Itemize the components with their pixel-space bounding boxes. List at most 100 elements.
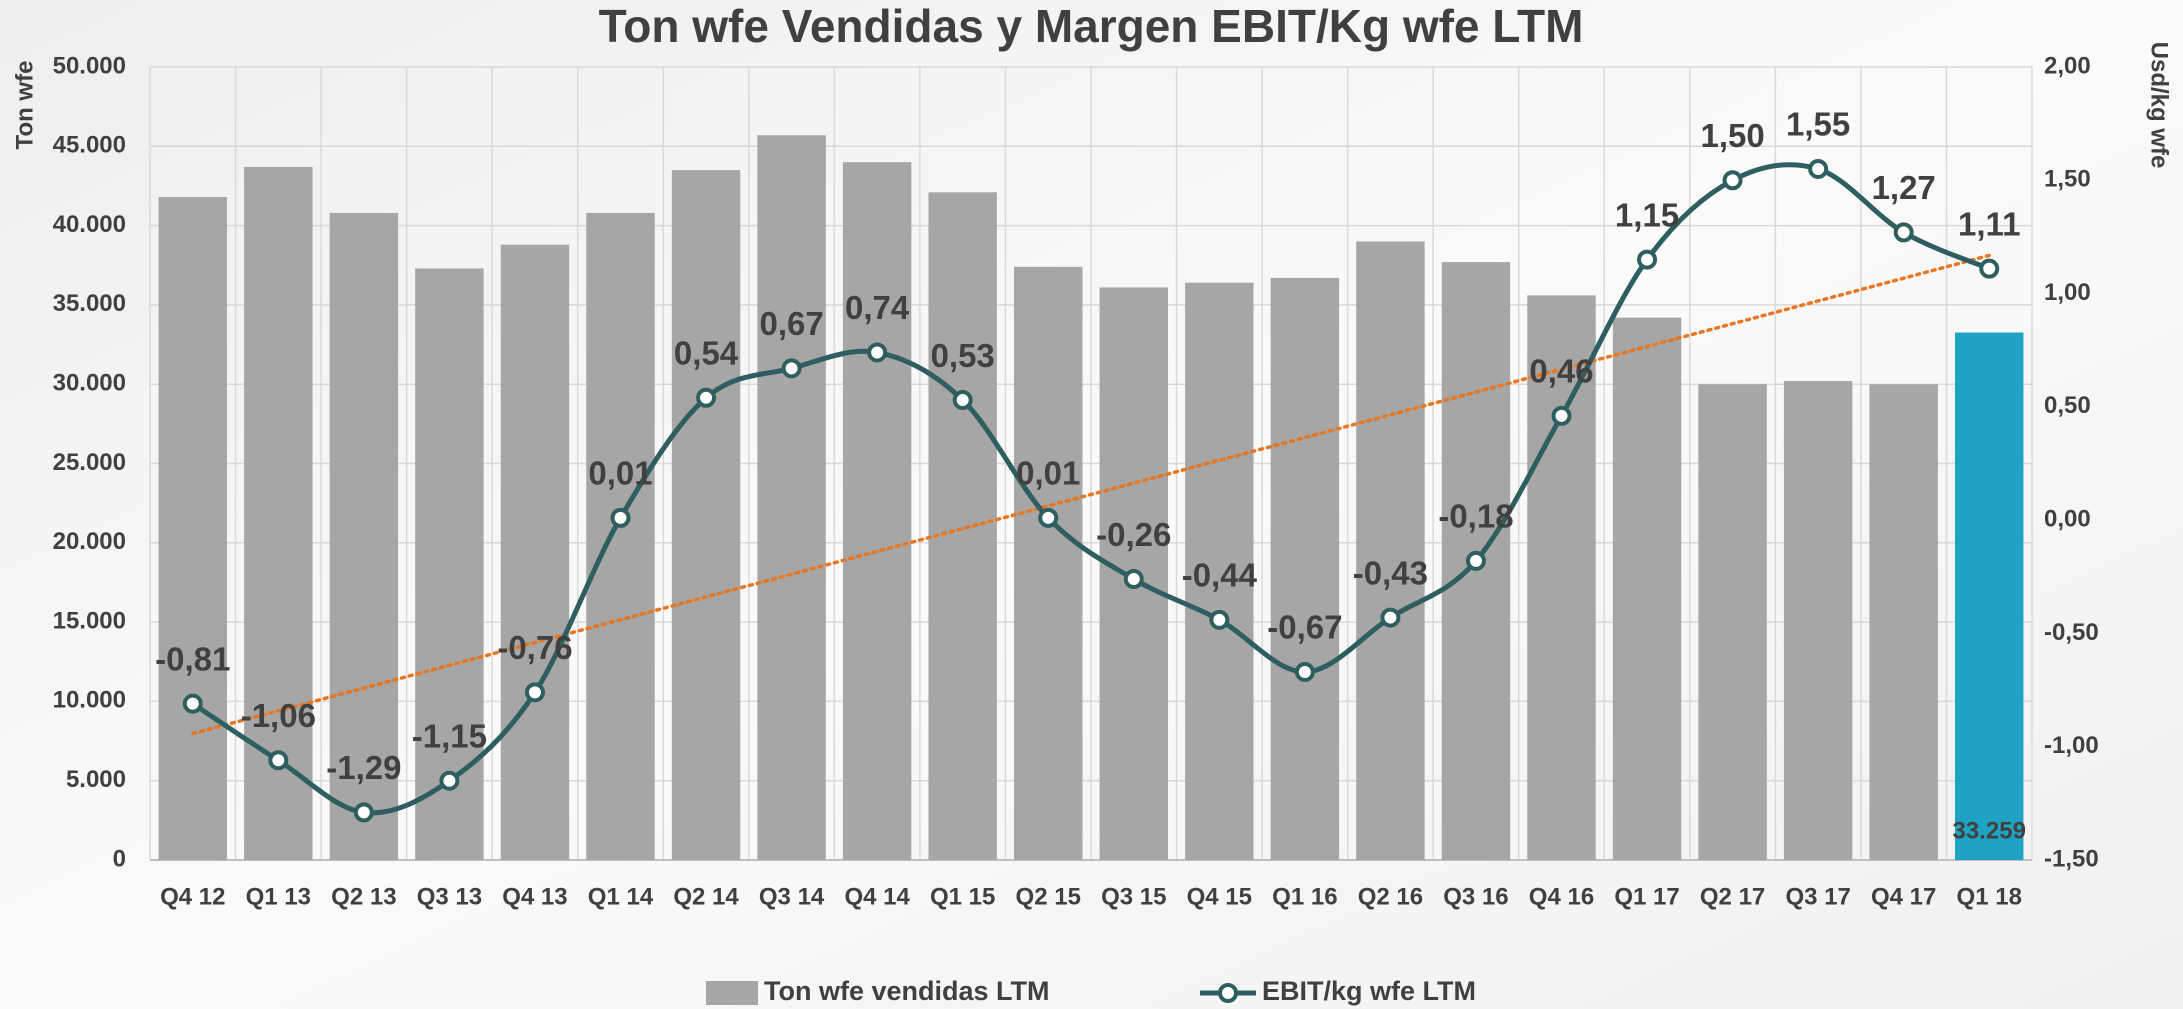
line-data-label: -0,67 (1267, 609, 1342, 646)
x-tick-label: Q4 13 (502, 883, 567, 910)
line-marker (1893, 222, 1914, 243)
line-data-label: -0,44 (1182, 557, 1258, 594)
line-marker (268, 750, 289, 771)
y-tick-label: 35.000 (53, 290, 126, 317)
line-marker (1209, 609, 1230, 630)
bar (1783, 381, 1853, 860)
line-marker (696, 387, 717, 408)
y-tick-label: 30.000 (53, 370, 126, 397)
y-tick-label: 20.000 (53, 528, 126, 555)
line-data-label: -1,29 (326, 749, 401, 786)
line-marker (1465, 550, 1486, 571)
y2-tick-label: -0,50 (2044, 619, 2099, 646)
line-data-label: 1,15 (1615, 196, 1679, 233)
bar (928, 192, 997, 860)
bar (671, 170, 741, 861)
line-marker (1380, 607, 1401, 628)
x-tick-label: Q1 16 (1272, 883, 1337, 910)
line-marker (182, 693, 203, 714)
bar (1270, 277, 1340, 860)
x-tick-label: Q2 15 (1016, 883, 1081, 910)
line-data-label: 1,55 (1786, 106, 1850, 143)
x-tick-label: Q2 17 (1700, 883, 1765, 910)
y2-tick-label: -1,00 (2044, 732, 2099, 759)
line-data-label: -0,81 (155, 640, 230, 677)
line-marker (1722, 170, 1743, 191)
line-data-label: -1,06 (241, 697, 316, 734)
y-axis-label: Ton wfe (11, 61, 38, 150)
line-marker (1038, 507, 1059, 528)
line-marker (1979, 258, 2000, 279)
bar (158, 197, 227, 860)
bar (1955, 332, 2024, 860)
x-tick-label: Q4 14 (844, 883, 910, 910)
bar (1014, 266, 1083, 860)
y-tick-label: 5.000 (66, 766, 126, 793)
line-marker (439, 770, 460, 791)
line-data-label: 0,53 (931, 337, 995, 374)
y2-tick-label: 0,50 (2044, 392, 2091, 419)
bar (500, 244, 570, 860)
y-tick-label: 40.000 (53, 211, 126, 238)
y2-axis-label: Usd/kg wfe (2146, 42, 2173, 169)
bar (1698, 384, 1767, 860)
line-marker (867, 342, 888, 363)
legend-label: Ton wfe vendidas LTM (764, 976, 1050, 1006)
bar (1185, 282, 1254, 860)
chart-title: Ton wfe Vendidas y Margen EBIT/Kg wfe LT… (599, 0, 1584, 52)
x-tick-label: Q4 12 (160, 883, 225, 910)
x-tick-label: Q2 13 (331, 883, 396, 910)
line-marker (1637, 249, 1658, 270)
line-data-label: -0,18 (1438, 498, 1513, 535)
x-tick-label: Q2 14 (673, 883, 739, 910)
bar (757, 135, 826, 860)
trendline (191, 253, 1991, 736)
line-marker (1123, 569, 1144, 590)
line-marker (781, 358, 802, 379)
line-data-label: 0,46 (1529, 353, 1593, 390)
legend-swatch (1218, 983, 1238, 1003)
x-tick-label: Q3 15 (1101, 883, 1166, 910)
line-data-label: 0,01 (588, 455, 652, 492)
line-data-label: -1,15 (412, 717, 487, 754)
line-marker (610, 507, 631, 528)
bar (329, 212, 399, 861)
line-data-label: 0,74 (845, 289, 910, 326)
line-data-label: 1,27 (1872, 169, 1936, 206)
x-tick-label: Q4 15 (1187, 883, 1252, 910)
line-data-label: 0,54 (674, 335, 739, 372)
x-tick-label: Q4 17 (1871, 883, 1936, 910)
x-tick-label: Q4 16 (1529, 883, 1594, 910)
line-data-label: 0,67 (759, 305, 823, 342)
x-tick-label: Q2 16 (1358, 883, 1423, 910)
y2-tick-label: 1,00 (2044, 279, 2091, 306)
bar (1356, 241, 1425, 860)
x-tick-label: Q1 15 (930, 883, 995, 910)
x-tick-label: Q3 13 (417, 883, 482, 910)
line-marker (1294, 661, 1315, 682)
bar (1527, 295, 1596, 860)
line-marker (353, 802, 374, 823)
line-data-label: -0,76 (497, 629, 572, 666)
y2-tick-label: 0,00 (2044, 505, 2091, 532)
line (191, 162, 1991, 816)
y2-tick-label: 1,50 (2044, 166, 2091, 193)
bar (842, 162, 912, 860)
y-tick-label: 0 (113, 845, 126, 872)
x-tick-label: Q1 17 (1614, 883, 1679, 910)
line-data-label: 0,01 (1016, 455, 1080, 492)
line-marker (524, 682, 545, 703)
line-marker (1808, 158, 1829, 179)
line-marker (1551, 405, 1572, 426)
x-tick-label: Q3 14 (759, 883, 825, 910)
x-tick-label: Q1 13 (246, 883, 311, 910)
line-data-label: -0,43 (1353, 554, 1428, 591)
x-tick-label: Q1 18 (1957, 883, 2022, 910)
x-tick-label: Q3 16 (1443, 883, 1508, 910)
x-tick-label: Q3 17 (1785, 883, 1850, 910)
line-data-label: 1,50 (1700, 117, 1764, 154)
y2-tick-label: 2,00 (2044, 52, 2091, 79)
line-data-label: 1,11 (1958, 205, 2020, 242)
x-tick-label: Q1 14 (588, 883, 654, 910)
bar (586, 212, 655, 861)
